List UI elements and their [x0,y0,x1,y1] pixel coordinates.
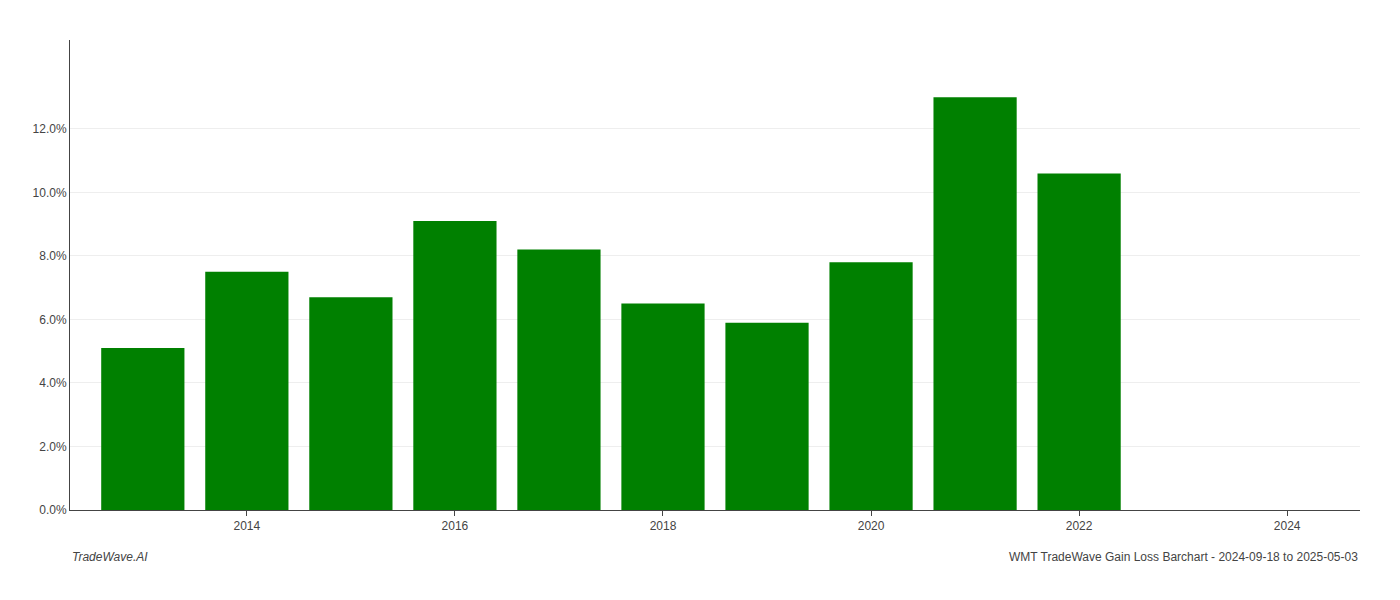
svg-text:TradeWave.AI: TradeWave.AI [72,550,148,564]
svg-text:2022: 2022 [1066,519,1093,533]
svg-text:2016: 2016 [442,519,469,533]
svg-text:2018: 2018 [650,519,677,533]
svg-text:2.0%: 2.0% [39,440,67,454]
svg-text:8.0%: 8.0% [39,249,67,263]
svg-text:2014: 2014 [233,519,260,533]
svg-text:4.0%: 4.0% [39,376,67,390]
svg-text:2020: 2020 [858,519,885,533]
svg-text:WMT TradeWave Gain Loss Barcha: WMT TradeWave Gain Loss Barchart - 2024-… [1009,550,1358,564]
svg-text:6.0%: 6.0% [39,313,67,327]
svg-text:0.0%: 0.0% [39,503,67,517]
svg-text:10.0%: 10.0% [33,186,67,200]
svg-text:12.0%: 12.0% [33,122,67,136]
svg-text:2024: 2024 [1274,519,1301,533]
